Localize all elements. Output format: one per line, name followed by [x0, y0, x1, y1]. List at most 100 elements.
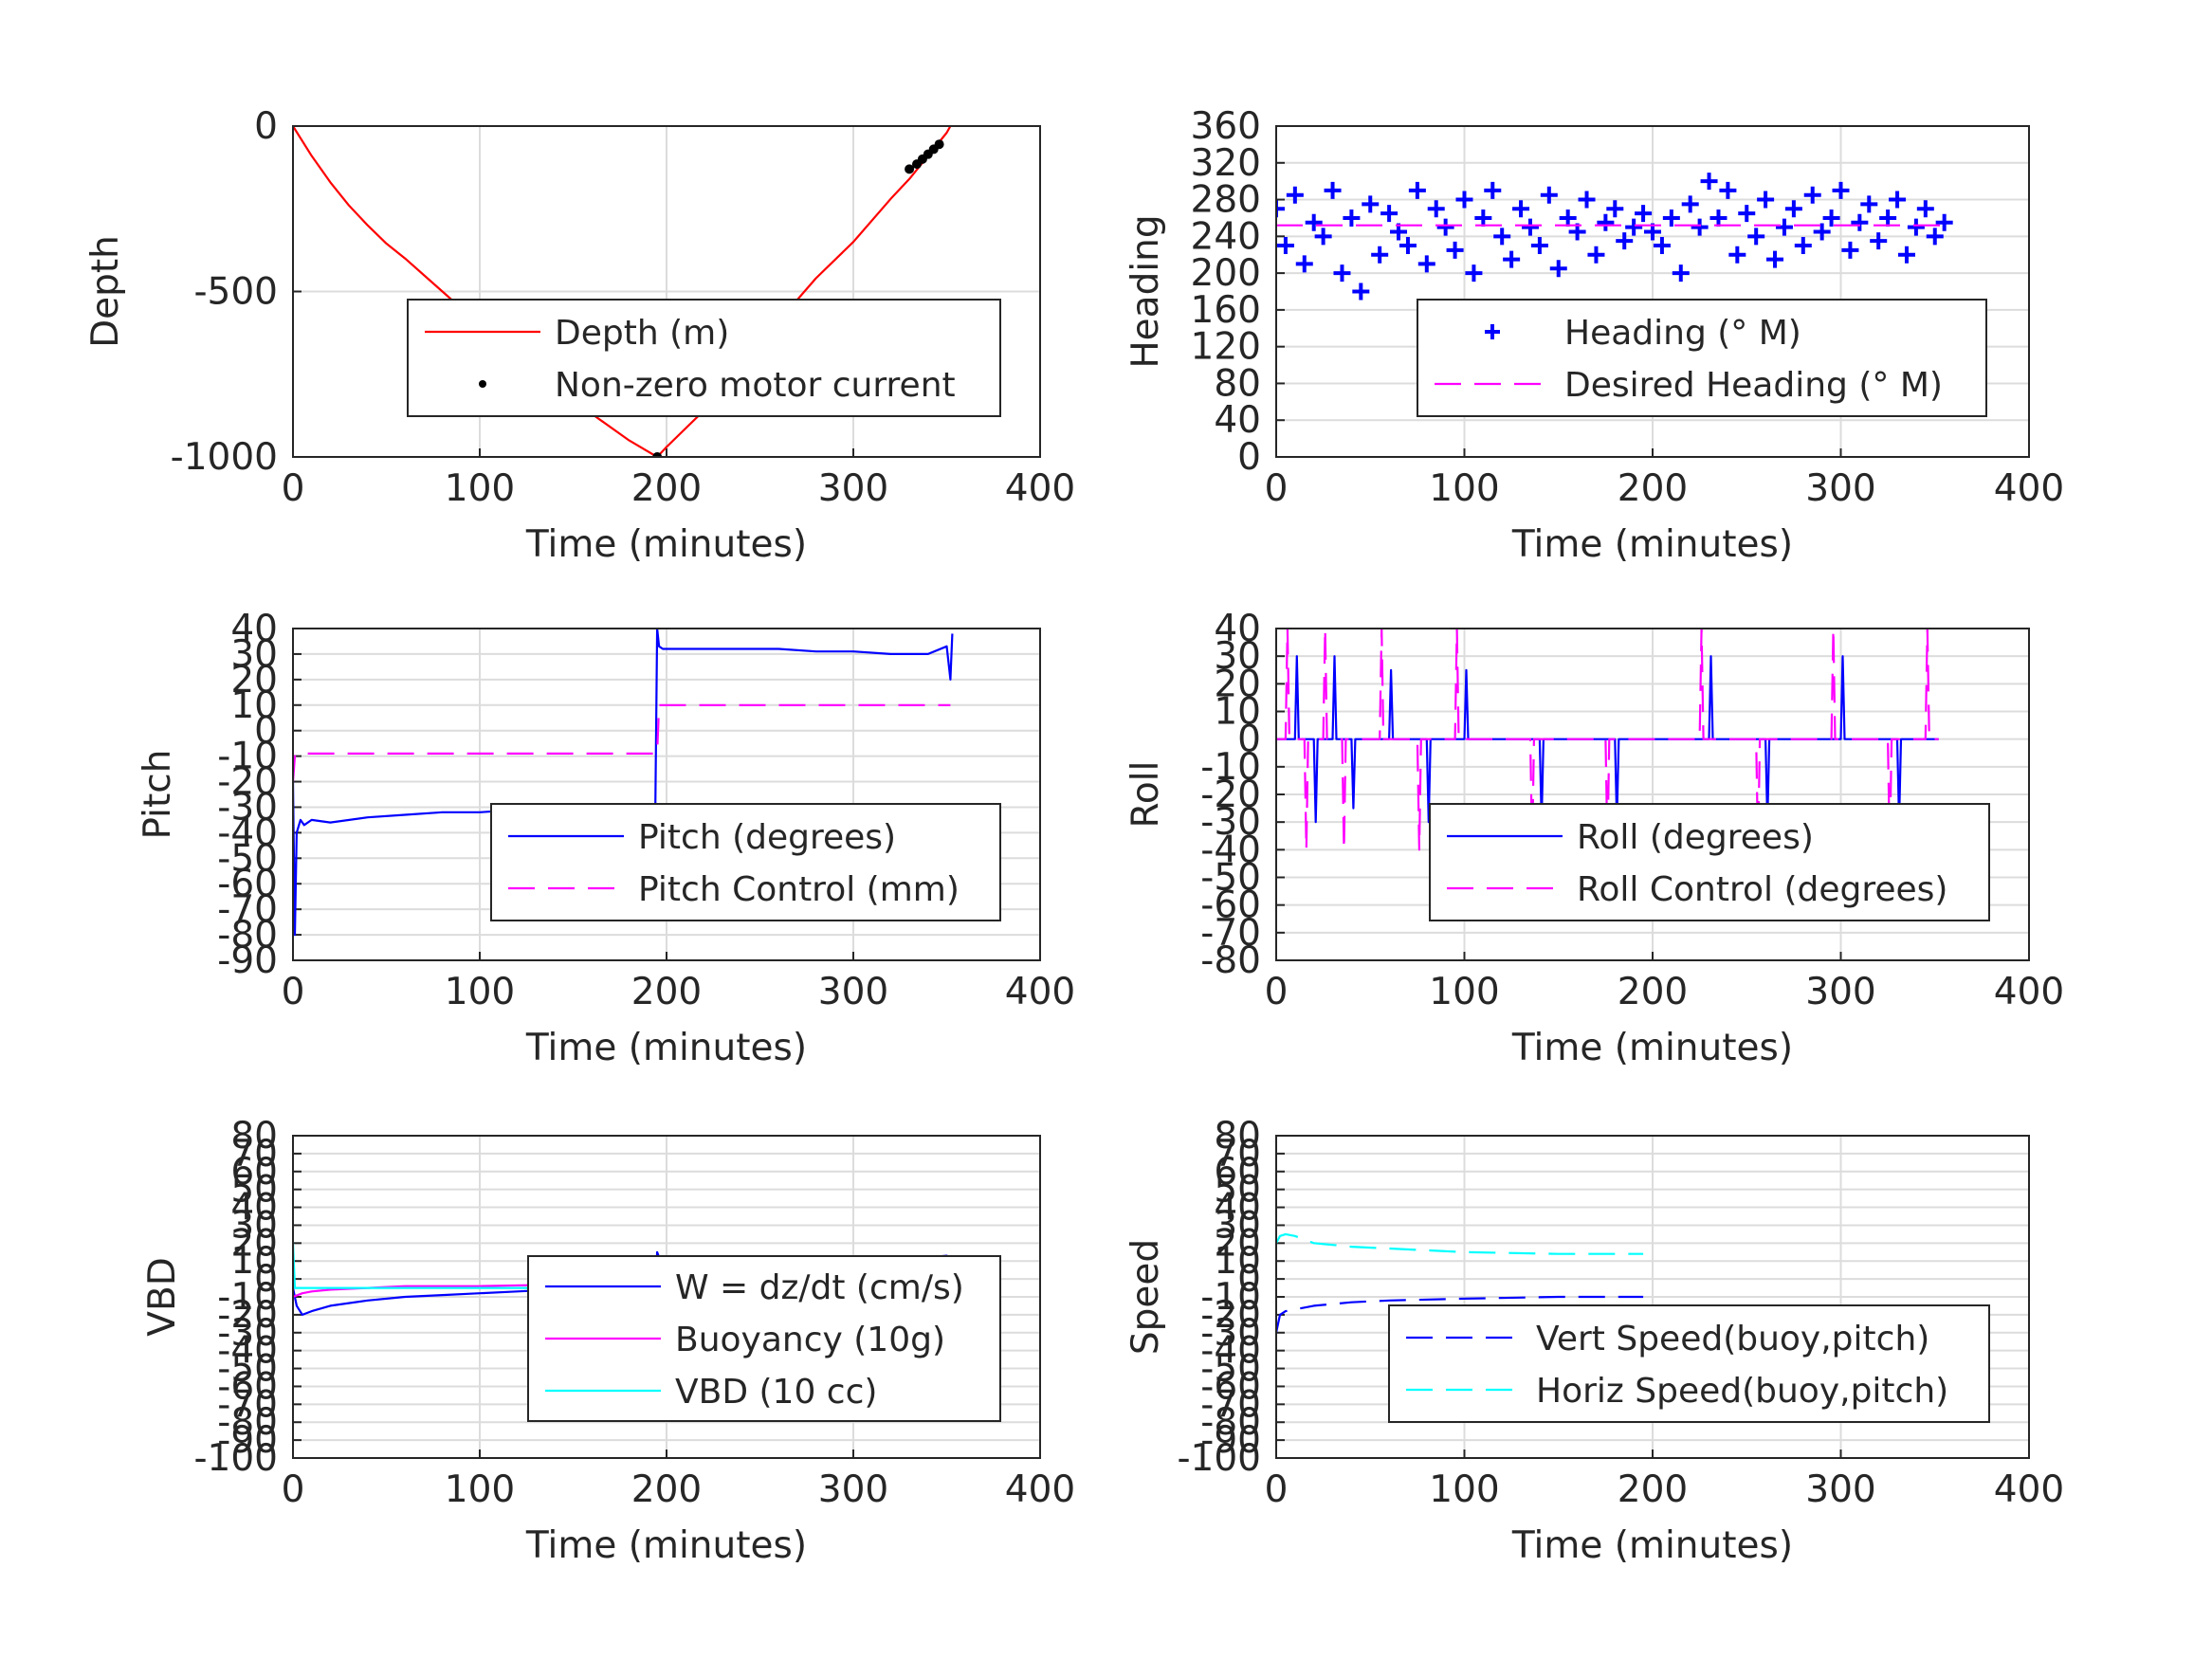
speed-ytick-label: -10	[1200, 1276, 1261, 1319]
heading-series-0-point	[1897, 246, 1915, 264]
speed-ytick-label: 10	[1214, 1240, 1261, 1283]
speed-series-0-line	[1276, 1295, 1644, 1334]
speed-ytick-label: 40	[1214, 1187, 1261, 1230]
pitch-chart: 0 100 200 300 400-90-80-70-60-50-40-30-20-10…	[137, 608, 1075, 1069]
heading-series-0-point	[1719, 181, 1737, 199]
heading-legend: Heading (° M) Desired Heading (° M)	[1417, 299, 1987, 417]
vbd-ytick-label: -60	[217, 1365, 278, 1408]
roll-ytick-label: -60	[1200, 884, 1261, 927]
heading-series-0-point	[1276, 237, 1294, 255]
heading-series-0-point	[1398, 237, 1417, 255]
speed-ytick-label: -20	[1200, 1294, 1261, 1337]
heading-series-0-point	[1889, 191, 1907, 209]
vbd-ytick-label: -50	[217, 1348, 278, 1391]
heading-series-0-point	[1784, 200, 1802, 218]
roll-legend: Roll (degrees) Roll Control (degrees)	[1429, 803, 1990, 921]
pitch-ytick-label: -60	[217, 863, 278, 905]
speed-ytick-label: -60	[1200, 1365, 1261, 1408]
heading-series-0-point	[1465, 264, 1483, 283]
heading-series-0-point	[1870, 232, 1888, 250]
heading-series-0-point	[1757, 191, 1775, 209]
heading-series-0-point	[1606, 200, 1624, 218]
heading-series-0-point	[1455, 191, 1473, 209]
roll-ytick-label: -30	[1200, 801, 1261, 844]
speed-xtick-label: 400	[1994, 1468, 2064, 1511]
speed-chart: 0 100 200 300 400-100-90-80-70-60-50-40-30-2…	[1124, 1115, 2064, 1567]
heading-series-0-point	[1653, 237, 1671, 255]
vbd-ylabel: VBD	[141, 1257, 184, 1336]
depth-xtick-label: 400	[1005, 467, 1075, 510]
vbd-xtick-label: 100	[445, 1468, 515, 1511]
roll-ytick-label: 10	[1214, 691, 1261, 734]
heading-series-0-point	[1935, 213, 1953, 231]
heading-series-0-point	[1926, 228, 1944, 246]
heading-ytick-label: 200	[1191, 252, 1261, 295]
vbd-ytick-label: -30	[217, 1312, 278, 1355]
heading-xtick-label: 400	[1994, 467, 2064, 510]
heading-series-0-point	[1700, 173, 1718, 191]
heading-series-0-point	[1333, 264, 1351, 283]
heading-series-0-point	[1916, 200, 1934, 218]
heading-series-0-point	[1597, 213, 1615, 231]
heading-series-0-point	[1305, 213, 1323, 231]
depth-legend-label-0: Depth (m)	[555, 314, 729, 353]
speed-xtick-label: 300	[1805, 1468, 1875, 1511]
vbd-ytick-label: -90	[217, 1419, 278, 1462]
speed-xtick-label: 0	[1265, 1468, 1289, 1511]
vbd-xtick-label: 200	[631, 1468, 702, 1511]
heading-series-0-point	[1352, 283, 1370, 301]
heading-series-0-point	[1738, 205, 1756, 223]
vbd-ytick-label: 50	[230, 1169, 278, 1212]
speed-ylabel: Speed	[1124, 1239, 1167, 1355]
heading-series-0-point	[1860, 195, 1878, 213]
pitch-ytick-label: -10	[217, 736, 278, 778]
heading-series-0-point	[1775, 218, 1793, 236]
vbd-ytick-label: 0	[254, 1258, 278, 1301]
heading-series-0-point	[1324, 181, 1342, 199]
depth-legend-marker-1	[479, 380, 486, 388]
roll-ytick-label: 20	[1214, 663, 1261, 705]
heading-ytick-label: 160	[1191, 289, 1261, 332]
heading-series-0-point	[1493, 228, 1511, 246]
heading-ytick-label: 240	[1191, 215, 1261, 258]
depth-series-0-line	[293, 126, 952, 457]
vbd-legend-label-2: VBD (10 cc)	[675, 1373, 877, 1412]
heading-ytick-label: 80	[1214, 362, 1261, 405]
vbd-xtick-label: 300	[818, 1468, 888, 1511]
pitch-series-1-line	[293, 703, 951, 782]
roll-xtick-label: 200	[1618, 971, 1688, 1013]
heading-ylabel: Heading	[1124, 214, 1167, 368]
heading-series-0-point	[1747, 228, 1765, 246]
speed-ytick-label: 60	[1214, 1151, 1261, 1194]
depth-xtick-label: 200	[631, 467, 702, 510]
heading-series-0-point	[1822, 209, 1840, 227]
roll-ytick-label: 0	[1237, 719, 1261, 761]
heading-series-0-point	[1728, 246, 1746, 264]
depth-ytick-label: -1000	[171, 436, 278, 479]
heading-series-0-point	[1672, 264, 1690, 283]
speed-ytick-label: -80	[1200, 1401, 1261, 1444]
heading-xlabel: Time (minutes)	[1511, 523, 1793, 566]
roll-series-1-line	[1276, 629, 1939, 851]
heading-series-0-point	[1362, 195, 1380, 213]
speed-legend-label-1: Horiz Speed(buoy,pitch)	[1536, 1372, 1948, 1411]
roll-ytick-label: -70	[1200, 912, 1261, 955]
speed-ytick-label: -90	[1200, 1419, 1261, 1462]
heading-series-0-point	[1907, 218, 1925, 236]
pitch-ytick-label: -20	[217, 761, 278, 804]
speed-ytick-label: -50	[1200, 1348, 1261, 1391]
heading-series-0-point	[1530, 237, 1548, 255]
roll-ylabel: Roll	[1124, 761, 1167, 829]
heading-series-0-point	[1616, 232, 1634, 250]
heading-series-0-point	[1841, 241, 1859, 259]
heading-series-0-point	[1851, 213, 1869, 231]
vbd-xtick-label: 0	[282, 1468, 305, 1511]
speed-ytick-label: 20	[1214, 1222, 1261, 1265]
speed-ytick-label: 0	[1237, 1258, 1261, 1301]
heading-ytick-label: 360	[1191, 105, 1261, 148]
roll-xtick-label: 300	[1805, 971, 1875, 1013]
pitch-xlabel: Time (minutes)	[525, 1027, 807, 1069]
roll-legend-label-0: Roll (degrees)	[1577, 818, 1814, 857]
heading-series-0-point	[1625, 218, 1643, 236]
